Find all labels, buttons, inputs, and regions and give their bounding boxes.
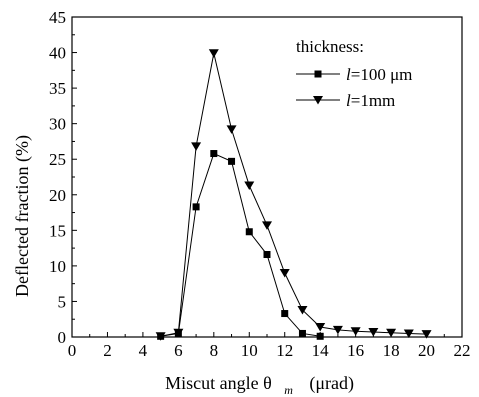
x-tick-label: 10 <box>241 341 258 360</box>
data-point <box>421 330 432 339</box>
legend-label-prefix: l <box>346 65 351 84</box>
legend: thickness:l=100 μml=1mm <box>296 37 412 110</box>
y-tick-label: 0 <box>58 328 67 347</box>
data-point <box>350 327 361 336</box>
legend-entry-1: l=100 μm <box>296 65 412 84</box>
data-point <box>173 328 184 338</box>
legend-title: thickness: <box>296 37 364 56</box>
x-tick-label: 16 <box>347 341 364 360</box>
data-point <box>297 305 308 315</box>
y-axis-title: Deflected fraction (%) <box>12 135 33 297</box>
legend-marker <box>314 70 322 78</box>
legend-entry-2: l=1mm <box>296 91 395 110</box>
legend-marker <box>313 96 323 105</box>
x-axis-title: Miscut angle θ m (μrad) <box>165 373 354 397</box>
data-point <box>298 329 306 337</box>
x-tick-label: 22 <box>454 341 471 360</box>
x-tick-label: 6 <box>174 341 183 360</box>
data-point <box>368 328 379 337</box>
series-line <box>160 53 427 337</box>
y-tick-label: 35 <box>49 79 66 98</box>
y-tick-label: 45 <box>49 8 66 27</box>
x-tick-label: 8 <box>210 341 219 360</box>
ticks: 0 2 4 6 8 10 12 14 16 18 20 22 0 5 10 15 20 25 30 35 40 45 <box>49 8 471 360</box>
legend-label-prefix: l <box>346 91 351 110</box>
x-tick-label: 20 <box>418 341 435 360</box>
data-point <box>191 142 202 151</box>
data-point <box>208 49 219 58</box>
data-point <box>316 332 324 340</box>
x-tick-label: 18 <box>383 341 400 360</box>
x-axis-title-subscript: m <box>284 383 293 397</box>
x-tick-label: 4 <box>139 341 148 360</box>
y-tick-label: 20 <box>49 186 66 205</box>
data-point <box>210 150 218 158</box>
data-point <box>279 269 290 278</box>
data-point <box>263 251 271 259</box>
legend-label-suffix: =1mm <box>351 91 396 110</box>
series-line <box>160 152 321 337</box>
data-point <box>192 203 200 211</box>
x-tick-label: 2 <box>103 341 112 360</box>
data-point <box>155 332 166 341</box>
data-point <box>332 325 343 335</box>
data-point <box>244 181 255 191</box>
x-axis-title-main: Miscut angle θ <box>165 373 272 393</box>
x-tick-label: 0 <box>68 341 77 360</box>
series-2 <box>155 49 432 341</box>
data-point <box>386 328 397 338</box>
y-tick-label: 30 <box>49 115 66 134</box>
x-axis-title-unit: (μrad) <box>309 373 354 394</box>
legend-label-suffix: =100 μm <box>351 65 413 84</box>
data-point <box>226 125 237 134</box>
legend-label: l=1mm <box>346 91 395 110</box>
y-tick-label: 10 <box>49 257 66 276</box>
series-1 <box>157 150 324 340</box>
data-point <box>315 323 326 332</box>
x-tick-label: 14 <box>312 341 330 360</box>
data-point <box>281 310 289 318</box>
data-point <box>228 157 236 165</box>
series-layer <box>155 49 432 341</box>
y-tick-label: 5 <box>58 292 67 311</box>
x-tick-label: 12 <box>276 341 293 360</box>
y-tick-label: 40 <box>49 44 66 63</box>
y-tick-label: 25 <box>49 150 66 169</box>
data-point <box>245 228 253 236</box>
data-point <box>262 221 272 230</box>
data-point <box>403 329 414 338</box>
legend-label: l=100 μm <box>346 65 412 84</box>
y-tick-label: 15 <box>49 221 66 240</box>
